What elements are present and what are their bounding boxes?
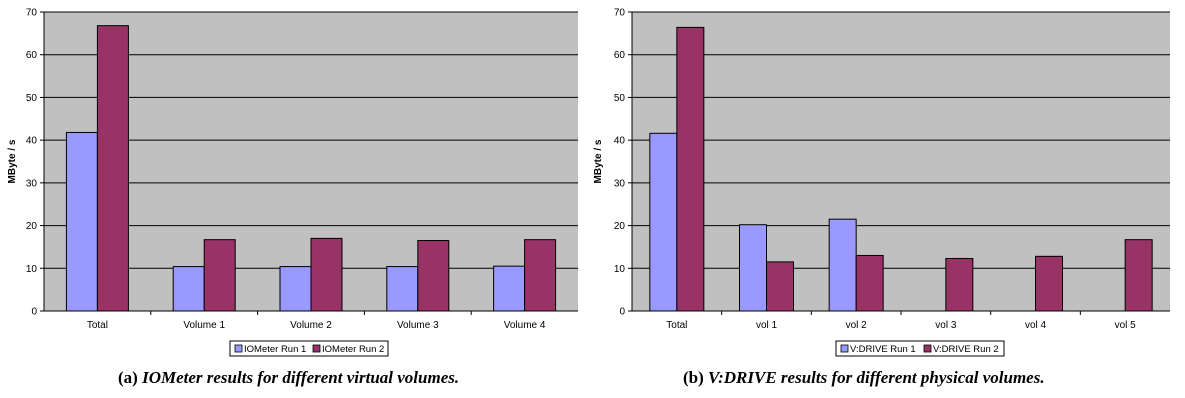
- y-tick-label: 20: [26, 221, 38, 232]
- bar: [172, 266, 205, 312]
- x-tick-label: vol 3: [935, 320, 957, 331]
- bar: [65, 131, 98, 312]
- x-tick-label: Volume 1: [183, 320, 225, 331]
- legend-swatch: [840, 344, 849, 353]
- y-tick-label: 30: [26, 178, 38, 189]
- bar: [203, 239, 236, 312]
- bar: [676, 26, 705, 312]
- caption-b-text: V:DRIVE results for different physical v…: [708, 368, 1045, 387]
- bar: [766, 261, 794, 312]
- legend-swatch: [234, 344, 243, 353]
- legend-entry: IOMeter Run 1: [244, 344, 306, 355]
- bar: [96, 25, 129, 312]
- bar: [524, 239, 557, 312]
- caption-b: (b) V:DRIVE results for different physic…: [683, 368, 1045, 388]
- y-tick-label: 40: [26, 136, 38, 147]
- plot-area: [632, 12, 1170, 311]
- bar: [828, 218, 857, 312]
- y-tick-label: 30: [614, 178, 626, 189]
- y-tick-label: 60: [614, 50, 626, 61]
- caption-b-label: (b): [683, 368, 704, 387]
- x-tick-label: Total: [666, 320, 687, 331]
- bar: [739, 224, 767, 312]
- y-tick-label: 0: [619, 307, 625, 318]
- bar: [855, 254, 884, 312]
- caption-a: (a) IOMeter results for different virtua…: [118, 368, 459, 388]
- legend: IOMeter Run 1 IOMeter Run 2: [229, 340, 389, 357]
- x-tick-label: vol 4: [1025, 320, 1047, 331]
- x-tick-label: Total: [87, 320, 108, 331]
- legend-swatch: [312, 344, 321, 353]
- legend-entry: V:DRIVE Run 2: [933, 344, 999, 355]
- y-tick-label: 70: [614, 8, 626, 19]
- y-axis-label: MByte / s: [7, 139, 18, 183]
- bar: [493, 265, 526, 312]
- y-tick-label: 10: [26, 264, 38, 275]
- y-tick-label: 20: [614, 221, 626, 232]
- bar: [1124, 239, 1153, 312]
- chart-vdrive: 0 10 20 30 40 50 60 70 Total vol 1 vol 2 vol 3 vol 4…: [593, 8, 1170, 357]
- bar: [310, 237, 343, 312]
- legend-box: [835, 340, 1005, 357]
- y-tick-label: 40: [614, 136, 626, 147]
- bar: [1035, 255, 1063, 312]
- y-tick-label: 70: [26, 8, 38, 19]
- y-axis-label: MByte / s: [593, 139, 604, 183]
- y-tick-label: 60: [26, 50, 38, 61]
- legend-entry: IOMeter Run 2: [322, 344, 384, 355]
- legend-swatch: [923, 344, 932, 353]
- y-tick-label: 0: [31, 307, 37, 318]
- x-tick-label: vol 1: [756, 320, 778, 331]
- bar: [945, 257, 974, 312]
- y-tick-label: 50: [26, 93, 38, 104]
- x-tick-label: Volume 3: [397, 320, 439, 331]
- legend-box: [229, 340, 389, 357]
- bar: [386, 266, 419, 312]
- chart-iometer: 0 10 20 30 40 50 60 70 Total Volume 1 Volume 2 Volu…: [7, 8, 578, 357]
- x-tick-label: vol 5: [1115, 320, 1137, 331]
- legend: V:DRIVE Run 1 V:DRIVE Run 2: [835, 340, 1005, 357]
- x-tick-label: Volume 4: [504, 320, 546, 331]
- y-tick-label: 50: [614, 93, 626, 104]
- x-tick-label: vol 2: [846, 320, 868, 331]
- caption-a-label: (a): [118, 368, 138, 387]
- bar: [649, 132, 678, 312]
- legend-entry: V:DRIVE Run 1: [850, 344, 916, 355]
- caption-a-text: IOMeter results for different virtual vo…: [142, 368, 460, 387]
- y-tick-label: 10: [614, 264, 626, 275]
- bar: [279, 266, 312, 312]
- x-tick-label: Volume 2: [290, 320, 332, 331]
- bar: [417, 240, 450, 312]
